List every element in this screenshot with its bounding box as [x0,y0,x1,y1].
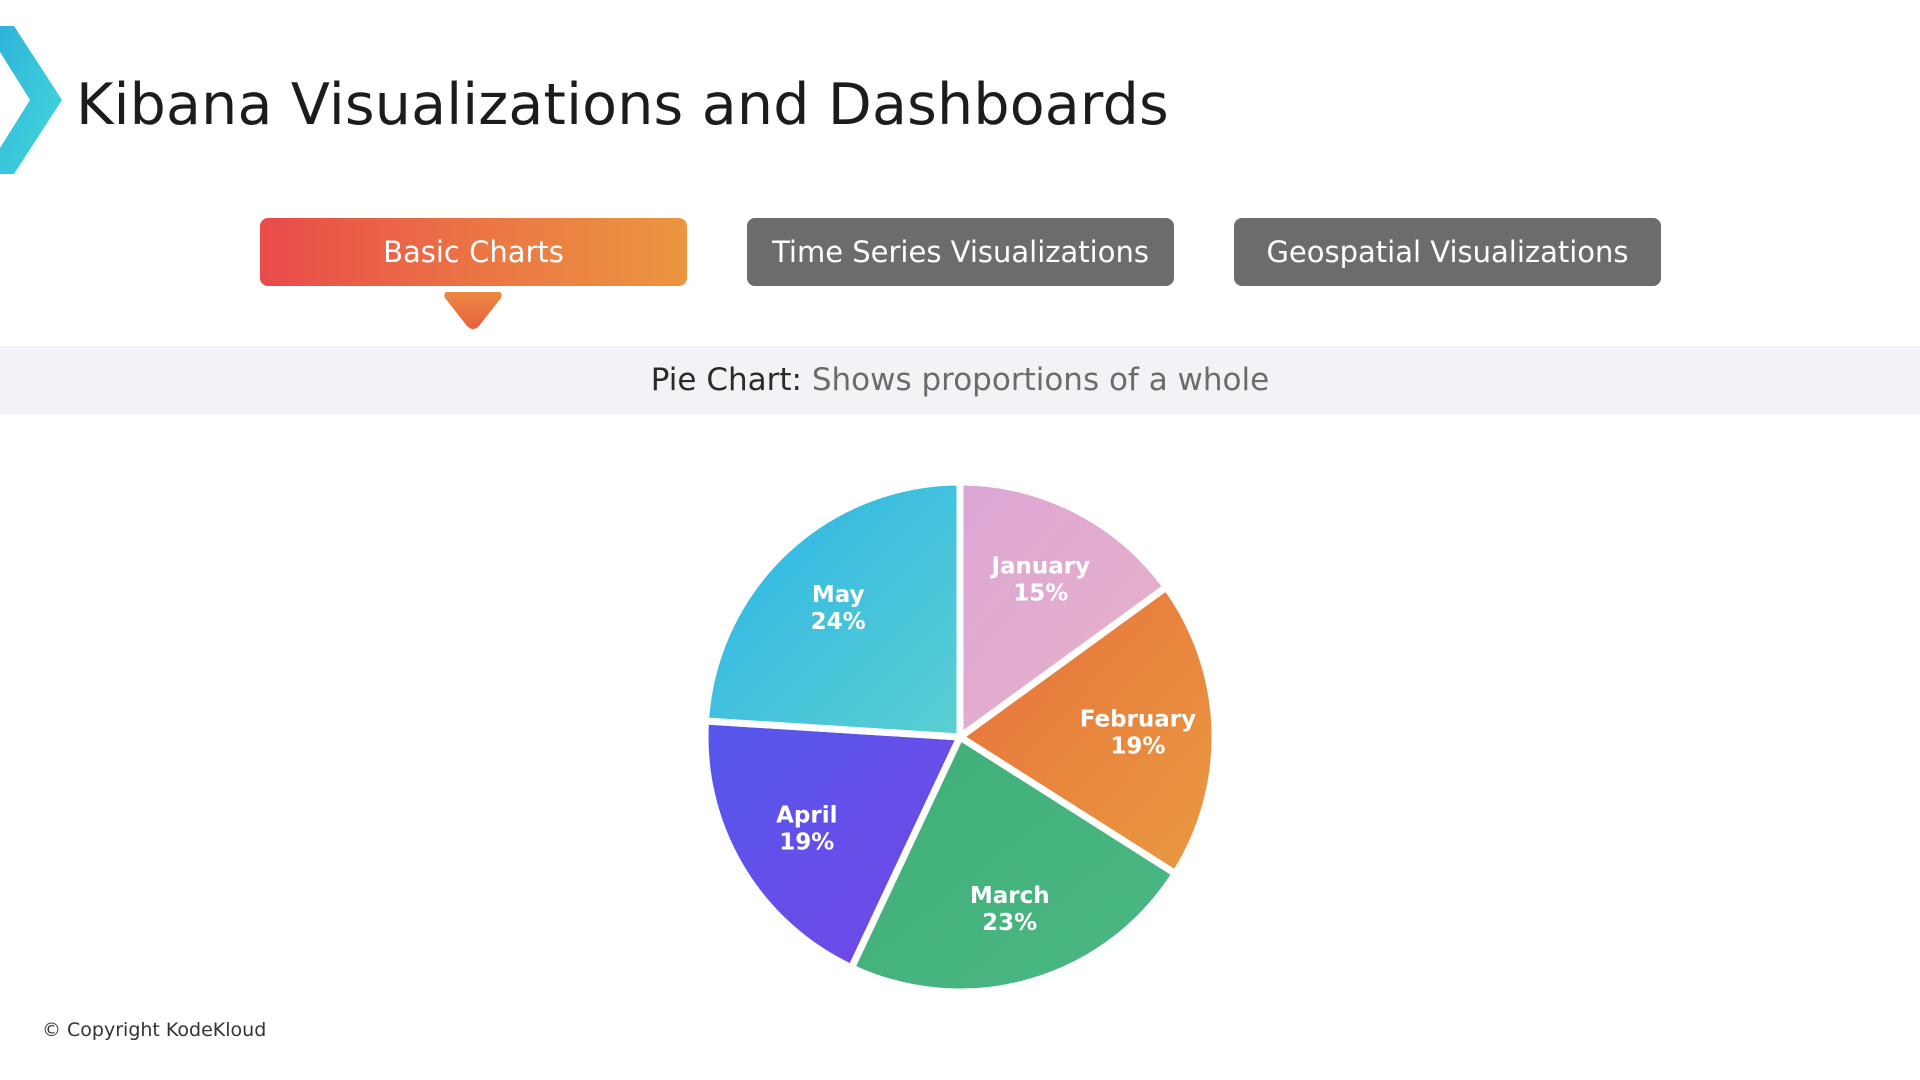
slice-value-april: 19% [779,830,834,856]
tab-time-series-visualizations[interactable]: Time Series Visualizations [747,218,1174,286]
slice-value-march: 23% [982,910,1037,936]
pie-slice-march [847,733,1179,996]
pie-slice-april [701,717,964,972]
slice-label-january: January [989,553,1090,579]
active-tab-pointer-icon [444,292,502,329]
page-title: Kibana Visualizations and Dashboards [76,72,1169,138]
slice-label-may: May [812,582,865,608]
pie-slice-january [956,478,1170,741]
pie-slice-february [956,583,1219,878]
slice-value-february: 19% [1110,733,1165,759]
copyright-notice: © Copyright KodeKloud [42,1019,267,1041]
subtitle-term: Pie Chart: [650,362,802,398]
tab-geospatial-visualizations[interactable]: Geospatial Visualizations [1234,218,1661,286]
chevron-logo-icon [0,26,62,174]
slice-label-march: March [970,883,1050,909]
subtitle-description: Shows proportions of a whole [811,362,1270,398]
slice-value-may: 24% [811,609,866,635]
slice-label-april: April [776,803,837,829]
pie-slice-may [702,478,964,741]
tab-basic-charts[interactable]: Basic Charts [260,218,687,286]
slice-value-january: 15% [1013,580,1068,606]
slice-label-february: February [1080,706,1196,732]
subtitle-band: Pie Chart: Shows proportions of a whole [0,346,1920,414]
